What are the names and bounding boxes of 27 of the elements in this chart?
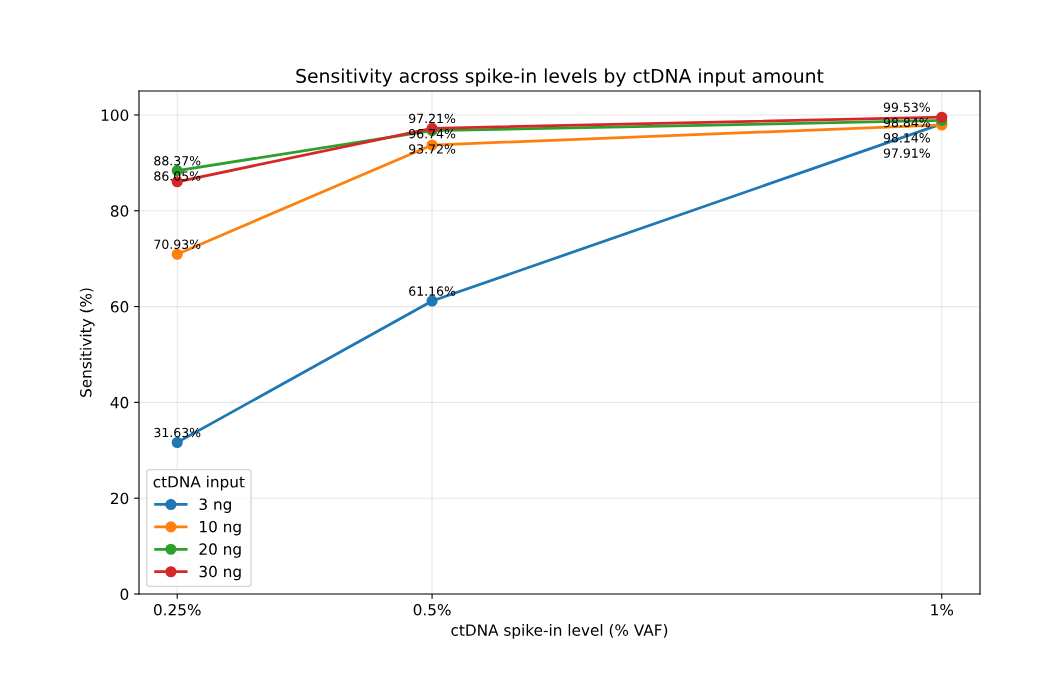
data-label: 88.37%: [154, 156, 201, 166]
y-tick-label: 60: [110, 301, 129, 313]
y-tick-label: 40: [110, 396, 129, 409]
x-tick-label: 0.25%: [153, 603, 201, 616]
legend-label: 3 ng: [199, 498, 231, 513]
data-label: 97.21%: [409, 113, 456, 124]
point: [426, 295, 438, 307]
y-axis-title: Sensitivity (%): [79, 288, 95, 397]
x-tick-label: 1%: [931, 603, 954, 616]
data-label: 61.16%: [409, 286, 456, 296]
point: [171, 248, 183, 260]
data-label: 70.93%: [154, 239, 201, 250]
point: [936, 111, 948, 123]
chart-title: Sensitivity across spike-in levels by ctDNA input amount: [296, 68, 824, 87]
data-label: 99.53%: [883, 102, 930, 112]
y-tick-label: 80: [110, 205, 129, 217]
legend-label: 20 ng: [199, 543, 241, 558]
x-tick-label: 0.5%: [413, 603, 451, 616]
data-label: 97.91%: [883, 148, 930, 158]
legend-label: 10 ng: [200, 520, 241, 536]
y-tick-label: 20: [110, 492, 129, 505]
y-tick-label: 0: [120, 588, 129, 601]
y-tick-label: 100: [101, 109, 129, 121]
legend-title: ctDNA input: [153, 475, 245, 491]
legend-label: 30 ng: [199, 565, 241, 581]
data-label: 98.84%: [883, 117, 930, 128]
x-axis-title: ctDNA spike-in level (% VAF): [451, 624, 668, 639]
